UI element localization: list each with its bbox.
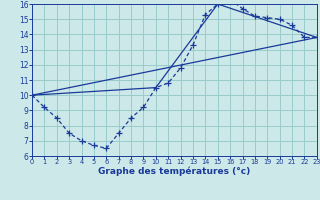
- X-axis label: Graphe des températures (°c): Graphe des températures (°c): [98, 167, 251, 176]
